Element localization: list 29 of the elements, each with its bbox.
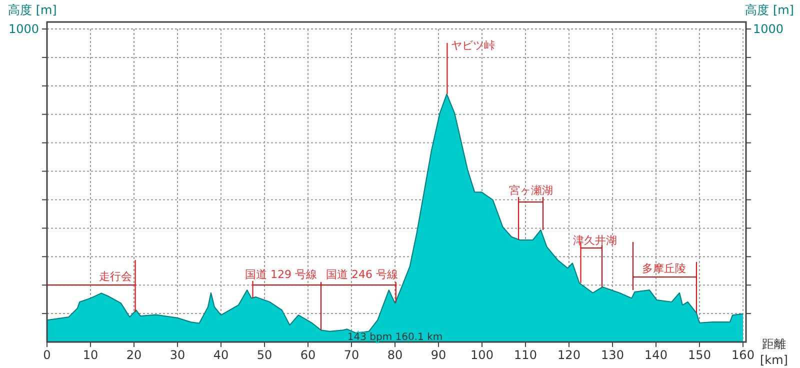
y2-axis-title: 高度 [m] xyxy=(745,3,794,17)
annotation: 走行会 xyxy=(99,270,132,283)
annotation: 宮ヶ瀬湖 xyxy=(509,184,553,197)
x-tick-label: 20 xyxy=(126,348,142,362)
x-tick-label: 120 xyxy=(558,348,580,362)
x-tick-label: 130 xyxy=(601,348,624,362)
annotation: 143 bpm 160.1 km xyxy=(347,332,443,343)
x-tick-label: 160 xyxy=(732,348,754,362)
x-tick-label: 150 xyxy=(688,348,711,362)
x-tick-label: 70 xyxy=(344,348,360,362)
x-tick-label: 10 xyxy=(82,348,98,362)
x-tick-label: 40 xyxy=(213,348,229,362)
x-tick-label: 30 xyxy=(170,348,186,362)
x-tick-label: 60 xyxy=(300,348,316,362)
x-tick-label: 50 xyxy=(256,348,272,362)
y-axis-title: 高度 [m] xyxy=(8,3,57,17)
text: 1000 xyxy=(753,22,784,36)
annotation: 津久井湖 xyxy=(573,234,617,247)
x-tick-label: 100 xyxy=(470,348,494,362)
x-tick-label: 80 xyxy=(387,348,403,362)
x-tick-label: 0 xyxy=(43,348,51,362)
annotation: 多摩丘陵 xyxy=(642,262,686,275)
x-tick-label: 140 xyxy=(644,348,668,362)
x-tick-label: 90 xyxy=(430,348,446,362)
annotation: ヤビツ峠 xyxy=(451,38,495,52)
x-tick-label: 110 xyxy=(514,348,537,362)
annotation: 国道 246 号線 xyxy=(326,268,398,281)
x-axis-title: 距離 [km] xyxy=(760,337,788,367)
annotation: 国道 129 号線 xyxy=(245,268,317,281)
